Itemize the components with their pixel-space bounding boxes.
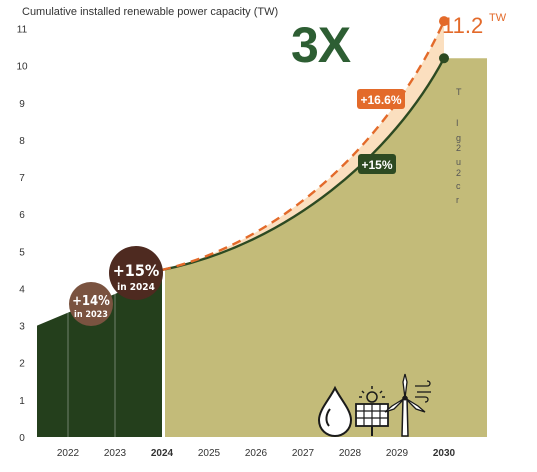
solar-panel-icon [355,386,389,436]
series-line-15 [161,57,446,272]
x-tick-label: 2029 [386,448,409,459]
x-tick-label: 2023 [104,448,127,459]
end-value-label: 11.2 [442,13,483,38]
growth-2024-main: +15% [113,261,160,280]
cut-text-char: u [456,157,461,167]
x-tick-label: 2028 [339,448,362,459]
y-tick-label: 9 [19,99,25,110]
x-tick-label: 2030 [433,448,456,459]
historical-dividers [67,294,116,437]
series-label-15: +15% [358,154,396,174]
chart-title: Cumulative installed renewable power cap… [22,6,279,18]
x-tick-label: 2024 [151,448,174,459]
growth-2024-sub: in 2024 [117,282,155,293]
series-label-16-6-text: +16.6% [360,93,401,107]
x-tick-label: 2025 [198,448,221,459]
cut-text-char: g [456,133,461,143]
growth-circle-2023: +14% in 2023 [69,282,113,326]
cut-text-char: 2 [456,143,461,153]
projection-area [162,58,487,437]
endpoint-dot-15 [439,53,449,64]
endpoint-dot-16-6 [439,16,449,27]
cut-text-char: T [456,87,462,97]
cut-text-char: 2 [456,168,461,178]
end-value-unit: TW [489,12,507,24]
cut-text-char: r [456,195,459,205]
historical-area [37,271,162,437]
y-tick-label: 4 [19,284,25,295]
cut-text-char: c [456,181,461,191]
x-tick-label: 2026 [245,448,268,459]
y-tick-label: 1 [19,396,25,407]
y-tick-label: 6 [19,210,25,221]
y-tick-label: 10 [16,62,28,73]
y-tick-label: 11 [17,25,28,36]
y-tick-label: 5 [19,247,25,258]
growth-2023-main: +14% [72,294,110,309]
y-axis-ticks: 0 1 2 3 4 5 6 7 8 9 10 11 [16,25,28,444]
growth-2023-sub: in 2023 [74,310,108,320]
x-tick-label: 2022 [57,448,80,459]
series-label-15-text: +15% [361,158,392,172]
series-line-16-6 [161,20,446,272]
water-drop-icon [317,385,353,438]
y-tick-label: 2 [19,359,25,370]
y-tick-label: 0 [19,433,25,444]
growth-circle-2024: +15% in 2024 [109,246,163,300]
headline-text: 3X [291,17,351,73]
wind-turbine-icon [384,373,431,437]
cut-text-char: I [456,118,459,128]
x-tick-label: 2027 [292,448,315,459]
series-label-16-6: +16.6% [357,89,405,109]
y-tick-label: 7 [19,173,25,184]
headline-3x: 3X [291,17,352,73]
x-axis-ticks: 2022 2023 2024 2025 2026 2027 2028 2029 2030 [57,448,456,459]
y-tick-label: 3 [19,322,25,333]
y-tick-label: 8 [19,136,25,147]
